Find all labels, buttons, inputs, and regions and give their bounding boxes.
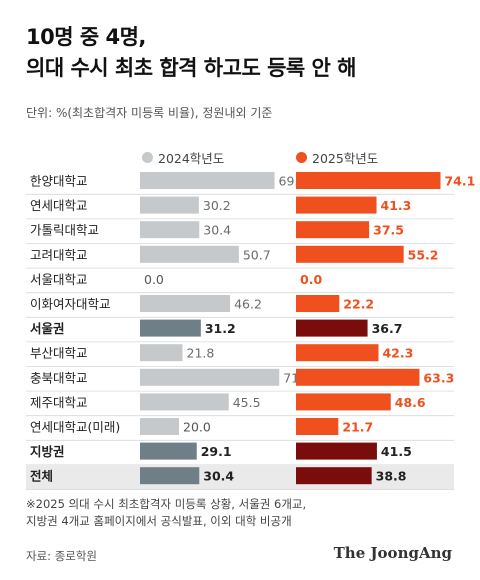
bar-2025 — [296, 172, 441, 189]
category-label: 전체 — [30, 469, 53, 484]
footnote-line-2: 지방권 4개교 홈페이지에서 공식발표, 이외 대학 비공개 — [26, 514, 292, 528]
value-label-2025: 21.7 — [342, 420, 373, 435]
bar-2025 — [296, 221, 370, 239]
category-label: 한양대학교 — [30, 174, 88, 189]
bar-2024 — [140, 221, 200, 239]
legend-2024-swatch — [142, 152, 153, 163]
category-label: 부산대학교 — [30, 346, 88, 361]
title-line-2: 의대 수시 최초 합격 하고도 등록 안 해 — [26, 56, 356, 80]
value-label-2025: 36.7 — [372, 321, 403, 336]
bar-2025 — [296, 442, 377, 460]
value-label-2024: 46.2 — [234, 297, 262, 312]
value-label-2024: 20.0 — [183, 420, 211, 435]
value-label-2025: 0.0 — [300, 272, 322, 287]
category-label: 지방권 — [30, 444, 65, 459]
bar-2024 — [140, 418, 179, 435]
bar-2024 — [140, 467, 200, 485]
bar-2024 — [140, 344, 183, 362]
value-label-2024: 30.2 — [203, 198, 231, 213]
footnote: ※2025 의대 수시 최초합격자 미등록 상황, 서울권 6개교, 지방권 4… — [26, 496, 466, 530]
value-label-2025: 38.8 — [376, 469, 407, 484]
footnote-line-1: ※2025 의대 수시 최초합격자 미등록 상황, 서울권 6개교, — [26, 497, 307, 511]
value-label-2025: 41.3 — [381, 198, 412, 213]
value-label-2024: 29.1 — [201, 444, 232, 459]
bar-2024 — [140, 245, 239, 263]
value-label-2024: 21.8 — [187, 346, 215, 361]
legend-2025-label: 2025학년도 — [312, 151, 379, 166]
value-label-2024: 30.4 — [203, 469, 234, 484]
bar-2025 — [296, 295, 340, 312]
legend-2024-label: 2024학년도 — [158, 151, 225, 166]
value-label-2025: 63.3 — [423, 370, 454, 385]
value-label-2025: 42.3 — [382, 346, 413, 361]
category-label: 충북대학교 — [30, 370, 88, 385]
value-label-2024: 30.4 — [203, 223, 231, 238]
value-label-2024: 50.7 — [243, 247, 271, 262]
bar-2024 — [140, 442, 197, 460]
bar-2024 — [140, 172, 275, 189]
category-label: 고려대학교 — [30, 247, 88, 262]
value-label-2025: 41.5 — [381, 444, 412, 459]
title-line-1: 10명 중 4명, — [26, 25, 146, 49]
bar-2024 — [140, 319, 201, 337]
category-label: 제주대학교 — [30, 395, 88, 410]
bar-2024 — [140, 295, 231, 312]
category-label: 연세대학교(미래) — [30, 420, 120, 435]
bar-2025 — [296, 418, 339, 435]
bar-2025 — [296, 467, 372, 485]
bar-2024 — [140, 393, 229, 411]
value-label-2024: 45.5 — [233, 395, 261, 410]
category-label: 연세대학교 — [30, 198, 88, 213]
legend-2024: 2024학년도 — [142, 148, 224, 167]
value-label-2025: 22.2 — [343, 297, 374, 312]
source-text: 자료: 종로학원 — [26, 549, 98, 563]
value-label-2024: 0.0 — [144, 272, 164, 287]
value-label-2024: 31.2 — [205, 321, 236, 336]
bar-2025 — [296, 393, 391, 411]
category-label: 서울권 — [30, 321, 65, 336]
brand-logo: The JoongAng — [333, 544, 452, 562]
bar-2025 — [296, 344, 379, 362]
value-label-2025: 37.5 — [373, 223, 404, 238]
bar-2025 — [296, 196, 377, 214]
bar-2025 — [296, 368, 420, 386]
row-highlight — [26, 465, 454, 490]
bar-2024 — [140, 368, 280, 386]
chart-subtitle: 단위: %(최초합격자 미등록 비율), 정원내외 기준 — [26, 106, 273, 120]
category-label: 이화여자대학교 — [30, 297, 111, 312]
bar-2025 — [296, 245, 404, 263]
bar-2025 — [296, 319, 368, 337]
category-label: 서울대학교 — [30, 272, 88, 287]
category-label: 가톨릭대학교 — [30, 223, 99, 238]
value-label-2025: 55.2 — [408, 247, 439, 262]
chart-title: 10명 중 4명, 의대 수시 최초 합격 하고도 등록 안 해 — [26, 22, 466, 84]
bar-2024 — [140, 196, 199, 214]
legend-2025-swatch — [296, 152, 307, 163]
value-label-2025: 48.6 — [395, 395, 426, 410]
legend-2025: 2025학년도 — [296, 148, 378, 167]
value-label-2025: 74.1 — [444, 174, 475, 189]
